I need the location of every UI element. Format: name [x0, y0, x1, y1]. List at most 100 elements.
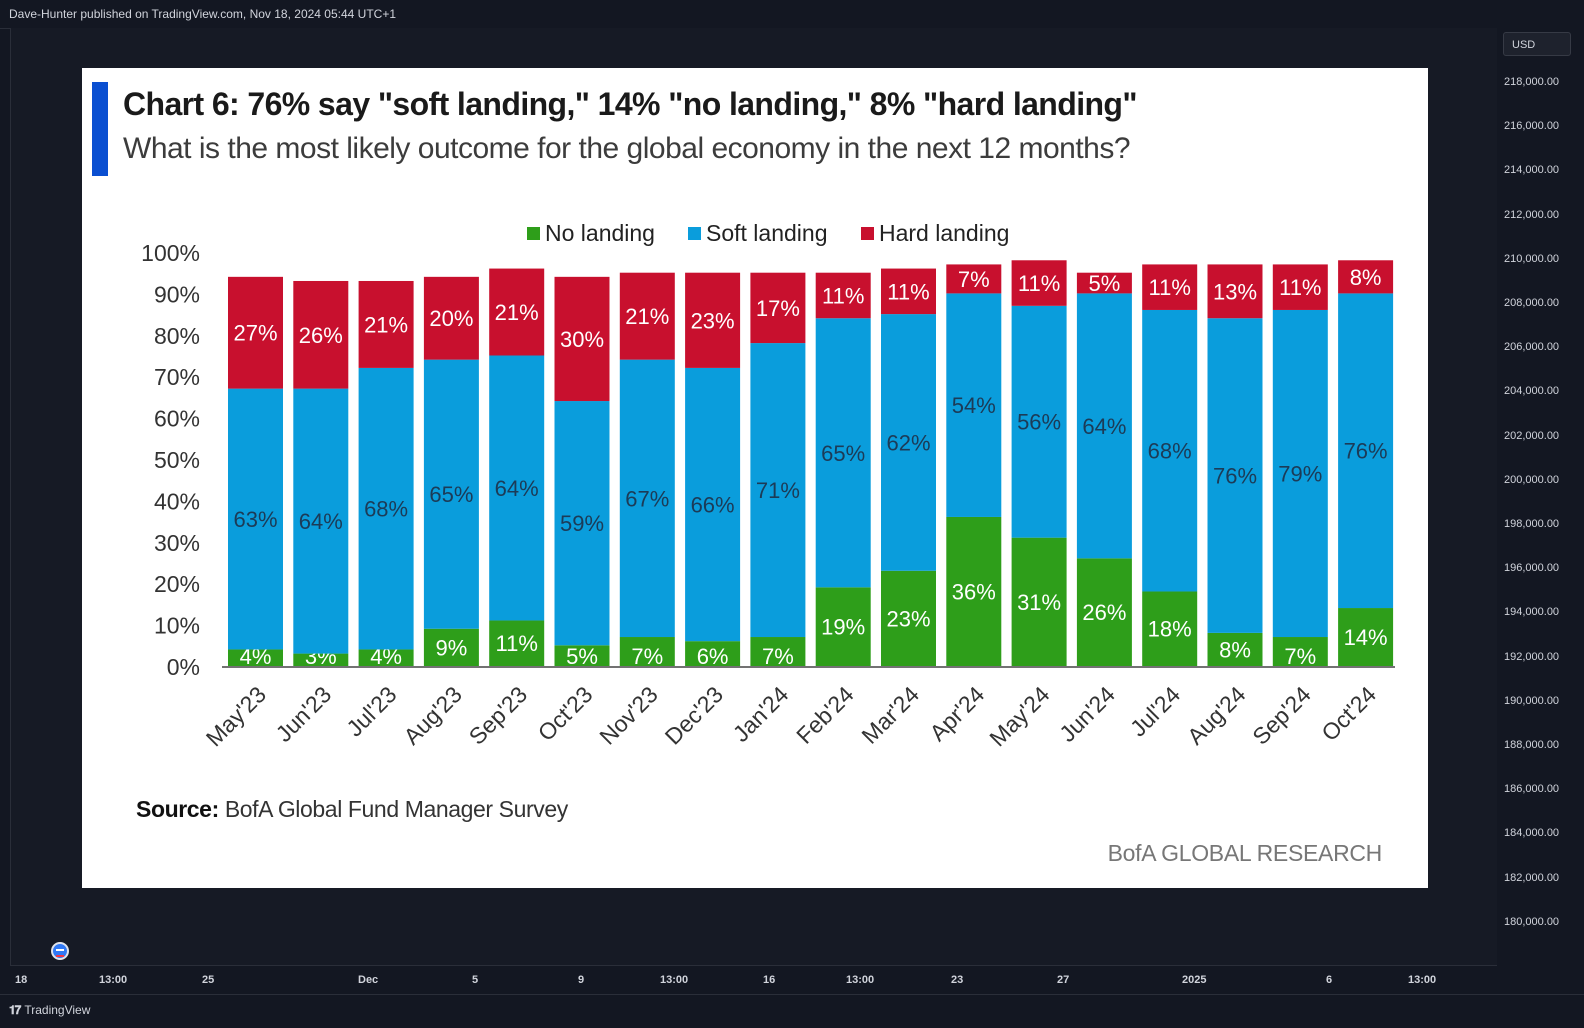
bar-segment — [1338, 260, 1394, 294]
data-label: 76% — [1344, 439, 1388, 464]
publish-header: Dave-Hunter published on TradingView.com… — [0, 0, 1584, 29]
bar-segment — [1207, 264, 1263, 319]
x-tick-label: May'23 — [201, 681, 271, 751]
data-label: 64% — [495, 476, 539, 501]
chart-subtitle: What is the most likely outcome for the … — [123, 132, 1131, 165]
x-tick-label: Jul'24 — [1125, 681, 1186, 742]
data-label: 9% — [436, 635, 468, 660]
data-label: 64% — [299, 509, 343, 534]
data-label: 67% — [625, 486, 669, 511]
data-label: 65% — [429, 482, 473, 507]
x-tick-label: Dec'23 — [660, 681, 729, 750]
publish-info: Dave-Hunter published on TradingView.com… — [9, 7, 397, 21]
data-label: 27% — [233, 321, 277, 346]
data-label: 5% — [566, 644, 598, 669]
price-axis-label: 200,000.00 — [1504, 473, 1560, 486]
price-axis-label: 184,000.00 — [1504, 827, 1560, 840]
bar-segment — [1272, 637, 1328, 666]
tv-logo-icon: 𝟏𝟕 — [9, 1003, 21, 1017]
legend-label: Soft landing — [706, 220, 827, 246]
bar-segment — [946, 264, 1002, 294]
data-label: 19% — [821, 615, 865, 640]
bar-segment — [423, 276, 479, 360]
bar-segment — [358, 280, 414, 368]
bar-segment — [1142, 591, 1198, 666]
time-axis-label: 16 — [763, 974, 776, 986]
source-label: Source: — [136, 796, 219, 822]
data-label: 30% — [560, 327, 604, 352]
bar-segment — [750, 343, 806, 638]
bar-segment — [554, 276, 610, 402]
us-flag-icon[interactable] — [51, 942, 69, 960]
tradingview-logo[interactable]: 𝟏𝟕 TradingView — [9, 1003, 90, 1018]
data-label: 5% — [1089, 271, 1121, 296]
data-label: 13% — [1213, 279, 1257, 304]
bar-segment — [293, 388, 349, 654]
y-tick-label: 50% — [154, 447, 200, 473]
data-label: 8% — [1350, 265, 1382, 290]
bar-segment — [619, 359, 675, 638]
price-axis-label: 208,000.00 — [1504, 297, 1560, 309]
bar-segment — [946, 293, 1002, 517]
data-label: 64% — [1082, 414, 1126, 439]
data-label: 59% — [560, 511, 604, 536]
stacked-bar-chart: No landing Soft landing Hard landing 0% 10% 2… — [141, 220, 1395, 751]
data-label: 21% — [495, 300, 539, 325]
bar-segment — [685, 367, 741, 642]
x-tick-label: May'24 — [984, 681, 1054, 751]
chart-title: Chart 6: 76% say "soft landing," 14% "no… — [123, 86, 1138, 122]
bar-segment — [881, 314, 936, 571]
source-text: BofA Global Fund Manager Survey — [218, 796, 568, 822]
data-label: 11% — [1018, 271, 1060, 296]
data-label: 68% — [1148, 439, 1192, 464]
bar-segment — [1272, 264, 1328, 310]
bar-segment — [750, 637, 806, 666]
time-axis[interactable] — [10, 965, 1497, 994]
bar-segment — [423, 628, 479, 666]
price-axis-label: 192,000.00 — [1504, 650, 1560, 663]
y-tick-label: 0% — [167, 654, 200, 680]
y-tick-label: 30% — [154, 530, 200, 556]
x-tick-label: Jun'24 — [1054, 681, 1120, 747]
bar-segment — [881, 570, 936, 666]
x-tick-label: Oct'23 — [533, 681, 598, 746]
bar-segment — [815, 587, 871, 666]
bar-segment — [358, 367, 414, 650]
bar-segment — [489, 355, 545, 621]
bar-segment — [554, 645, 610, 666]
price-axis-label: 214,000.00 — [1504, 164, 1560, 177]
data-label: 23% — [886, 606, 930, 631]
time-axis-label: Dec — [358, 974, 379, 986]
y-tick-label: 10% — [154, 613, 200, 639]
currency-button[interactable]: USD — [1503, 32, 1571, 56]
legend-label: No landing — [545, 220, 655, 246]
data-label: 65% — [821, 441, 865, 466]
time-axis-label: 13:00 — [846, 974, 875, 986]
bar-segment — [1338, 608, 1394, 666]
y-tick-label: 40% — [154, 488, 200, 514]
time-axis-label: 9 — [578, 974, 585, 986]
time-axis-label: 5 — [472, 974, 479, 986]
data-label: 7% — [762, 644, 794, 669]
tradingview-label: TradingView — [24, 1003, 91, 1017]
data-label: 20% — [429, 306, 473, 331]
price-axis-label: 218,000.00 — [1504, 76, 1560, 88]
bar-segment — [815, 318, 871, 588]
bar-segment — [750, 272, 806, 344]
price-axis-label: 198,000.00 — [1504, 518, 1560, 530]
bar-segment — [1207, 318, 1263, 633]
price-axis-label: 204,000.00 — [1504, 385, 1560, 398]
data-label: 18% — [1148, 617, 1192, 642]
bar-segment — [815, 272, 871, 319]
price-axis[interactable] — [1497, 28, 1584, 965]
data-label: 71% — [756, 478, 800, 503]
data-label: 8% — [1219, 637, 1251, 662]
bar-segment — [489, 620, 545, 666]
bar-segment — [685, 272, 741, 368]
data-label: 56% — [1017, 410, 1061, 435]
data-label: 6% — [697, 644, 729, 669]
bar-segment — [881, 268, 936, 315]
legend-swatch — [527, 227, 540, 240]
bar-segment — [1338, 293, 1394, 609]
bar-segment — [685, 641, 741, 666]
